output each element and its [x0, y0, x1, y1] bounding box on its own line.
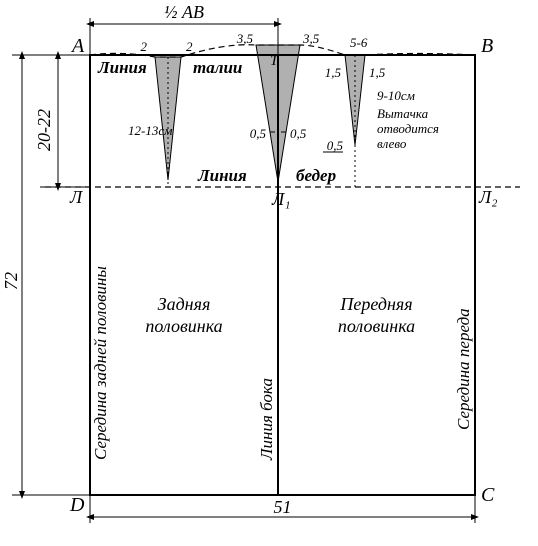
h-front-shift: 0,5: [327, 138, 344, 153]
vlabel-front-mid: Середина переда: [454, 308, 473, 430]
dim-bottom-val: 51: [274, 497, 292, 517]
w-front-top: 5-6: [350, 35, 368, 50]
region-front-2: половинка: [338, 316, 415, 336]
corner-c: С: [481, 484, 495, 506]
w-back-r: 2: [186, 39, 193, 54]
vlabel-back-mid: Середина задней половины: [91, 266, 110, 460]
region-back-1: Задняя: [158, 294, 211, 314]
waist-label-r: талии: [193, 58, 242, 77]
corner-a: А: [70, 35, 85, 57]
waist-label-l: Линия: [97, 58, 147, 77]
point-l2: Л₂: [478, 187, 497, 207]
w-front-r: 1,5: [369, 65, 386, 80]
point-l1: Л₁: [271, 189, 290, 209]
h-center-r: 0,5: [290, 126, 307, 141]
vlabel-side: Линия бока: [257, 378, 276, 461]
h-center-l: 0,5: [250, 126, 267, 141]
region-back-2: половинка: [145, 316, 222, 336]
dim-hip-val: 20-22: [34, 109, 54, 151]
corner-b: В: [481, 35, 493, 57]
w-front-l: 1,5: [325, 65, 342, 80]
point-l: Л: [69, 187, 84, 207]
dim-total-val: 72: [1, 272, 21, 290]
dim-half-ab-label: ½ АВ: [164, 2, 204, 22]
h-front: 9-10см: [377, 88, 415, 103]
note-front-1: Вытачка: [377, 106, 429, 121]
w-back-l: 2: [141, 39, 148, 54]
w-center-l: 3,5: [236, 31, 254, 46]
h-back: 12-13см: [128, 123, 172, 138]
note-front-3: влево: [377, 136, 407, 151]
note-front-2: отводится: [377, 121, 439, 136]
hip-label-r: бедер: [296, 166, 336, 185]
w-center-r: 3,5: [302, 31, 320, 46]
region-front-1: Передняя: [339, 294, 412, 314]
hip-label-l: Линия: [197, 166, 247, 185]
corner-d: D: [69, 494, 85, 516]
